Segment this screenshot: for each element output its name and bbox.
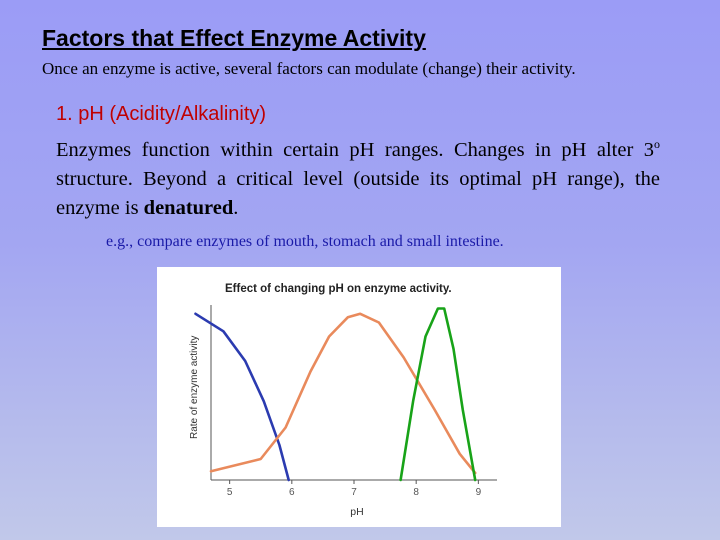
series-group bbox=[194, 307, 477, 482]
denatured-term: denatured bbox=[143, 196, 234, 219]
section-heading: 1. pH (Acidity/Alkalinity) bbox=[56, 103, 267, 125]
x-tick-label: 6 bbox=[289, 487, 295, 498]
x-tick-group: 5 6 7 8 9 bbox=[227, 480, 482, 498]
y-axis-label: Rate of enzyme activity bbox=[189, 336, 200, 439]
x-axis-label: pH bbox=[350, 506, 363, 518]
series-line-2 bbox=[209, 312, 477, 475]
slide-subtitle: Once an enzyme is active, several factor… bbox=[42, 59, 576, 78]
chart-title: Effect of changing pH on enzyme activity… bbox=[225, 283, 452, 295]
x-tick-label: 9 bbox=[476, 487, 482, 498]
chart-panel: Effect of changing pH on enzyme activity… bbox=[157, 267, 561, 527]
series-line-1 bbox=[194, 312, 290, 482]
x-tick-label: 8 bbox=[413, 487, 419, 498]
example-text: e.g., compare enzymes of mouth, stomach … bbox=[106, 233, 504, 250]
series-line-3 bbox=[399, 307, 477, 482]
body-text-part2: structure. Beyond a critical level (outs… bbox=[56, 167, 660, 219]
body-text-part1: Enzymes function within certain pH range… bbox=[56, 138, 654, 161]
degree-superscript: o bbox=[654, 137, 660, 151]
x-tick-label: 7 bbox=[351, 487, 357, 498]
ph-activity-chart: Effect of changing pH on enzyme activity… bbox=[189, 283, 497, 518]
body-text-end: . bbox=[233, 196, 239, 219]
slide-title: Factors that Effect Enzyme Activity bbox=[42, 25, 426, 51]
body-paragraph: Enzymes function within certain pH range… bbox=[56, 130, 660, 223]
x-tick-label: 5 bbox=[227, 487, 233, 498]
